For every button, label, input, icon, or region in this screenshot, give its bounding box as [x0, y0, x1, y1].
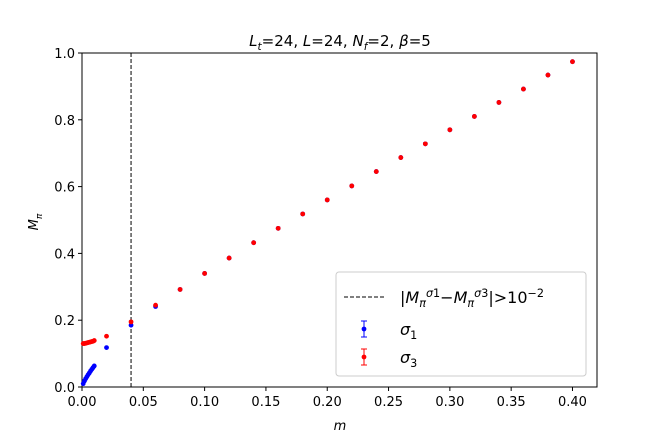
point: [104, 333, 109, 339]
x-tick-label: 0.15: [251, 395, 280, 410]
point: [545, 72, 551, 78]
y-tick-label: 0.0: [54, 381, 75, 396]
y-axis-label: Mπ: [27, 213, 45, 230]
chart-title: Lt=24, L=24, Nf=2, β=5: [249, 32, 431, 53]
point: [471, 114, 477, 119]
x-tick-label: 0.20: [313, 395, 342, 410]
point: [153, 302, 158, 308]
y-tick-label: 1.0: [54, 47, 75, 62]
point: [104, 345, 109, 350]
x-tick-label: 0.35: [497, 395, 526, 410]
legend-marker: [361, 354, 367, 360]
point: [324, 197, 330, 203]
x-tick-label: 0.00: [68, 395, 97, 410]
legend-box: [335, 271, 587, 377]
x-tick-label: 0.05: [129, 395, 158, 410]
x-axis-label: m: [334, 419, 347, 434]
plot-area: [81, 52, 598, 388]
point: [300, 211, 306, 217]
y-tick-label: 0.8: [54, 114, 75, 129]
point: [496, 100, 502, 105]
point: [128, 319, 134, 325]
y-tick-label: 0.2: [54, 314, 75, 329]
x-tick-label: 0.10: [190, 395, 219, 410]
legend-label: |Mπσ1−Mπσ3|>10−2: [400, 287, 544, 310]
y-tick-label: 0.6: [54, 181, 75, 196]
point: [91, 338, 97, 343]
x-tick-label: 0.30: [435, 395, 464, 410]
point: [447, 127, 453, 133]
point: [251, 240, 257, 246]
point: [521, 86, 526, 92]
point: [398, 155, 404, 160]
x-tick-label: 0.25: [374, 395, 403, 410]
legend-marker: [361, 326, 367, 332]
legend-label: σ1: [400, 320, 417, 342]
point: [373, 169, 379, 174]
point: [422, 141, 428, 147]
x-tick-label: 0.40: [558, 395, 587, 410]
point: [275, 225, 281, 231]
point: [349, 183, 355, 189]
point: [91, 363, 97, 369]
point: [570, 59, 575, 65]
legend-label: σ3: [400, 348, 417, 370]
y-tick-label: 0.4: [54, 247, 75, 262]
point: [177, 287, 183, 292]
point: [202, 271, 208, 276]
point: [226, 255, 232, 261]
point: [128, 322, 134, 328]
